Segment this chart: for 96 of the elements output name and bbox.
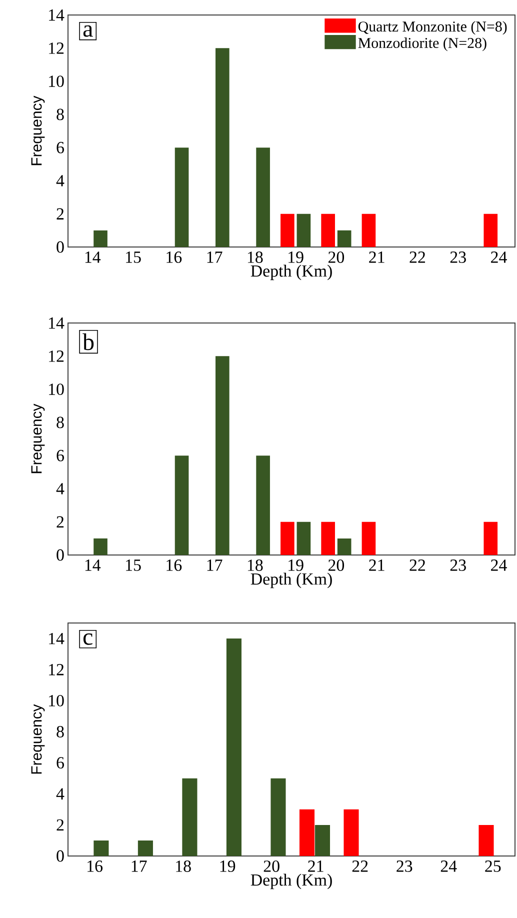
y-axis-title: Frequency <box>31 404 45 474</box>
x-tick-label: 18 <box>248 560 263 571</box>
x-tick-label: 23 <box>450 252 466 263</box>
x-axis-title: Depth (Km) <box>250 264 332 280</box>
bar <box>216 356 230 556</box>
x-tick-label: 14 <box>85 252 101 263</box>
y-axis-title: Frequency <box>31 96 45 166</box>
bar <box>299 809 315 856</box>
x-tick-label: 24 <box>491 252 507 263</box>
x-tick-label: 21 <box>369 560 384 571</box>
x-axis-title: Depth (Km) <box>250 874 332 890</box>
x-tick-label: 21 <box>369 252 384 263</box>
y-tick-label: 8 <box>56 726 64 738</box>
y-tick-label: 0 <box>56 850 64 862</box>
bar <box>256 456 270 556</box>
y-tick-label: 12 <box>49 350 64 362</box>
x-tick-label: 24 <box>440 860 457 872</box>
x-tick-label: 24 <box>491 560 507 571</box>
y-tick-label: 8 <box>56 108 64 120</box>
bar <box>337 230 352 248</box>
x-tick-label: 23 <box>396 860 412 872</box>
x-tick-label: 19 <box>288 252 304 263</box>
bar <box>478 824 494 856</box>
bar <box>94 840 109 856</box>
x-tick-label: 16 <box>166 252 182 263</box>
x-axis-title: Depth (Km) <box>250 572 332 588</box>
y-tick-label: 10 <box>49 384 64 396</box>
y-tick-label: 14 <box>49 632 64 644</box>
bar <box>484 214 498 248</box>
y-tick-label: 6 <box>56 757 64 769</box>
x-tick-label: 16 <box>166 560 182 571</box>
x-tick-label: 19 <box>288 560 304 571</box>
x-tick-label: 22 <box>352 860 368 872</box>
x-tick-label: 20 <box>264 860 280 872</box>
bar <box>337 538 352 556</box>
y-tick-label: 14 <box>49 9 64 21</box>
chart-title: c <box>83 633 92 645</box>
y-tick-label: 12 <box>49 42 64 54</box>
x-tick-label: 23 <box>450 560 466 571</box>
bar <box>321 214 335 248</box>
y-tick-label: 10 <box>49 76 64 88</box>
bar <box>270 778 286 856</box>
legend-label: Monzodiorite (N=28) <box>358 38 486 52</box>
y-tick-label: 6 <box>56 142 64 154</box>
bar <box>344 809 359 856</box>
x-tick-label: 17 <box>207 560 222 571</box>
x-tick-label: 25 <box>485 860 501 872</box>
bar <box>296 522 311 556</box>
x-tick-label: 20 <box>328 560 344 571</box>
y-tick-label: 4 <box>56 483 64 494</box>
chart-title: a <box>83 25 93 37</box>
x-tick-label: 21 <box>308 860 324 872</box>
x-tick-label: 15 <box>126 252 141 263</box>
x-tick-label: 14 <box>85 560 101 571</box>
x-tick-label: 17 <box>132 860 147 872</box>
y-tick-label: 2 <box>56 516 64 528</box>
y-tick-label: 2 <box>56 208 64 220</box>
x-tick-label: 20 <box>328 252 344 263</box>
y-tick-label: 4 <box>56 175 64 186</box>
legend-label: Quartz Monzonite (N=8) <box>358 21 507 35</box>
y-tick-label: 2 <box>56 819 64 831</box>
y-tick-label: 8 <box>56 416 64 428</box>
x-tick-label: 22 <box>410 560 426 571</box>
bar <box>182 778 198 856</box>
y-tick-label: 0 <box>56 241 64 253</box>
bar <box>314 824 330 856</box>
bar <box>321 522 335 556</box>
x-tick-label: 18 <box>176 860 191 872</box>
bar <box>256 148 270 248</box>
chart-title: b <box>82 333 94 350</box>
y-tick-label: 14 <box>49 317 64 329</box>
x-tick-label: 19 <box>220 860 236 872</box>
bar <box>296 214 311 248</box>
bar <box>226 638 242 856</box>
bar <box>280 522 294 556</box>
bar <box>138 840 153 856</box>
bar <box>94 230 108 248</box>
bar <box>174 148 189 248</box>
x-tick-label: 22 <box>410 252 426 263</box>
bar <box>94 538 108 556</box>
bar <box>280 214 294 248</box>
y-tick-label: 10 <box>49 694 64 706</box>
bar <box>484 522 498 556</box>
y-tick-label: 12 <box>49 664 64 676</box>
y-axis-title: Frequency <box>31 704 45 774</box>
bar <box>174 456 189 556</box>
bar <box>216 48 230 248</box>
bar <box>362 522 376 556</box>
y-tick-label: 0 <box>56 549 64 561</box>
x-tick-label: 16 <box>88 860 103 872</box>
y-tick-label: 4 <box>56 788 64 800</box>
x-tick-label: 17 <box>207 252 222 263</box>
y-tick-label: 6 <box>56 450 64 462</box>
bar <box>362 214 376 248</box>
x-tick-label: 15 <box>126 560 141 571</box>
x-tick-label: 18 <box>248 252 263 263</box>
